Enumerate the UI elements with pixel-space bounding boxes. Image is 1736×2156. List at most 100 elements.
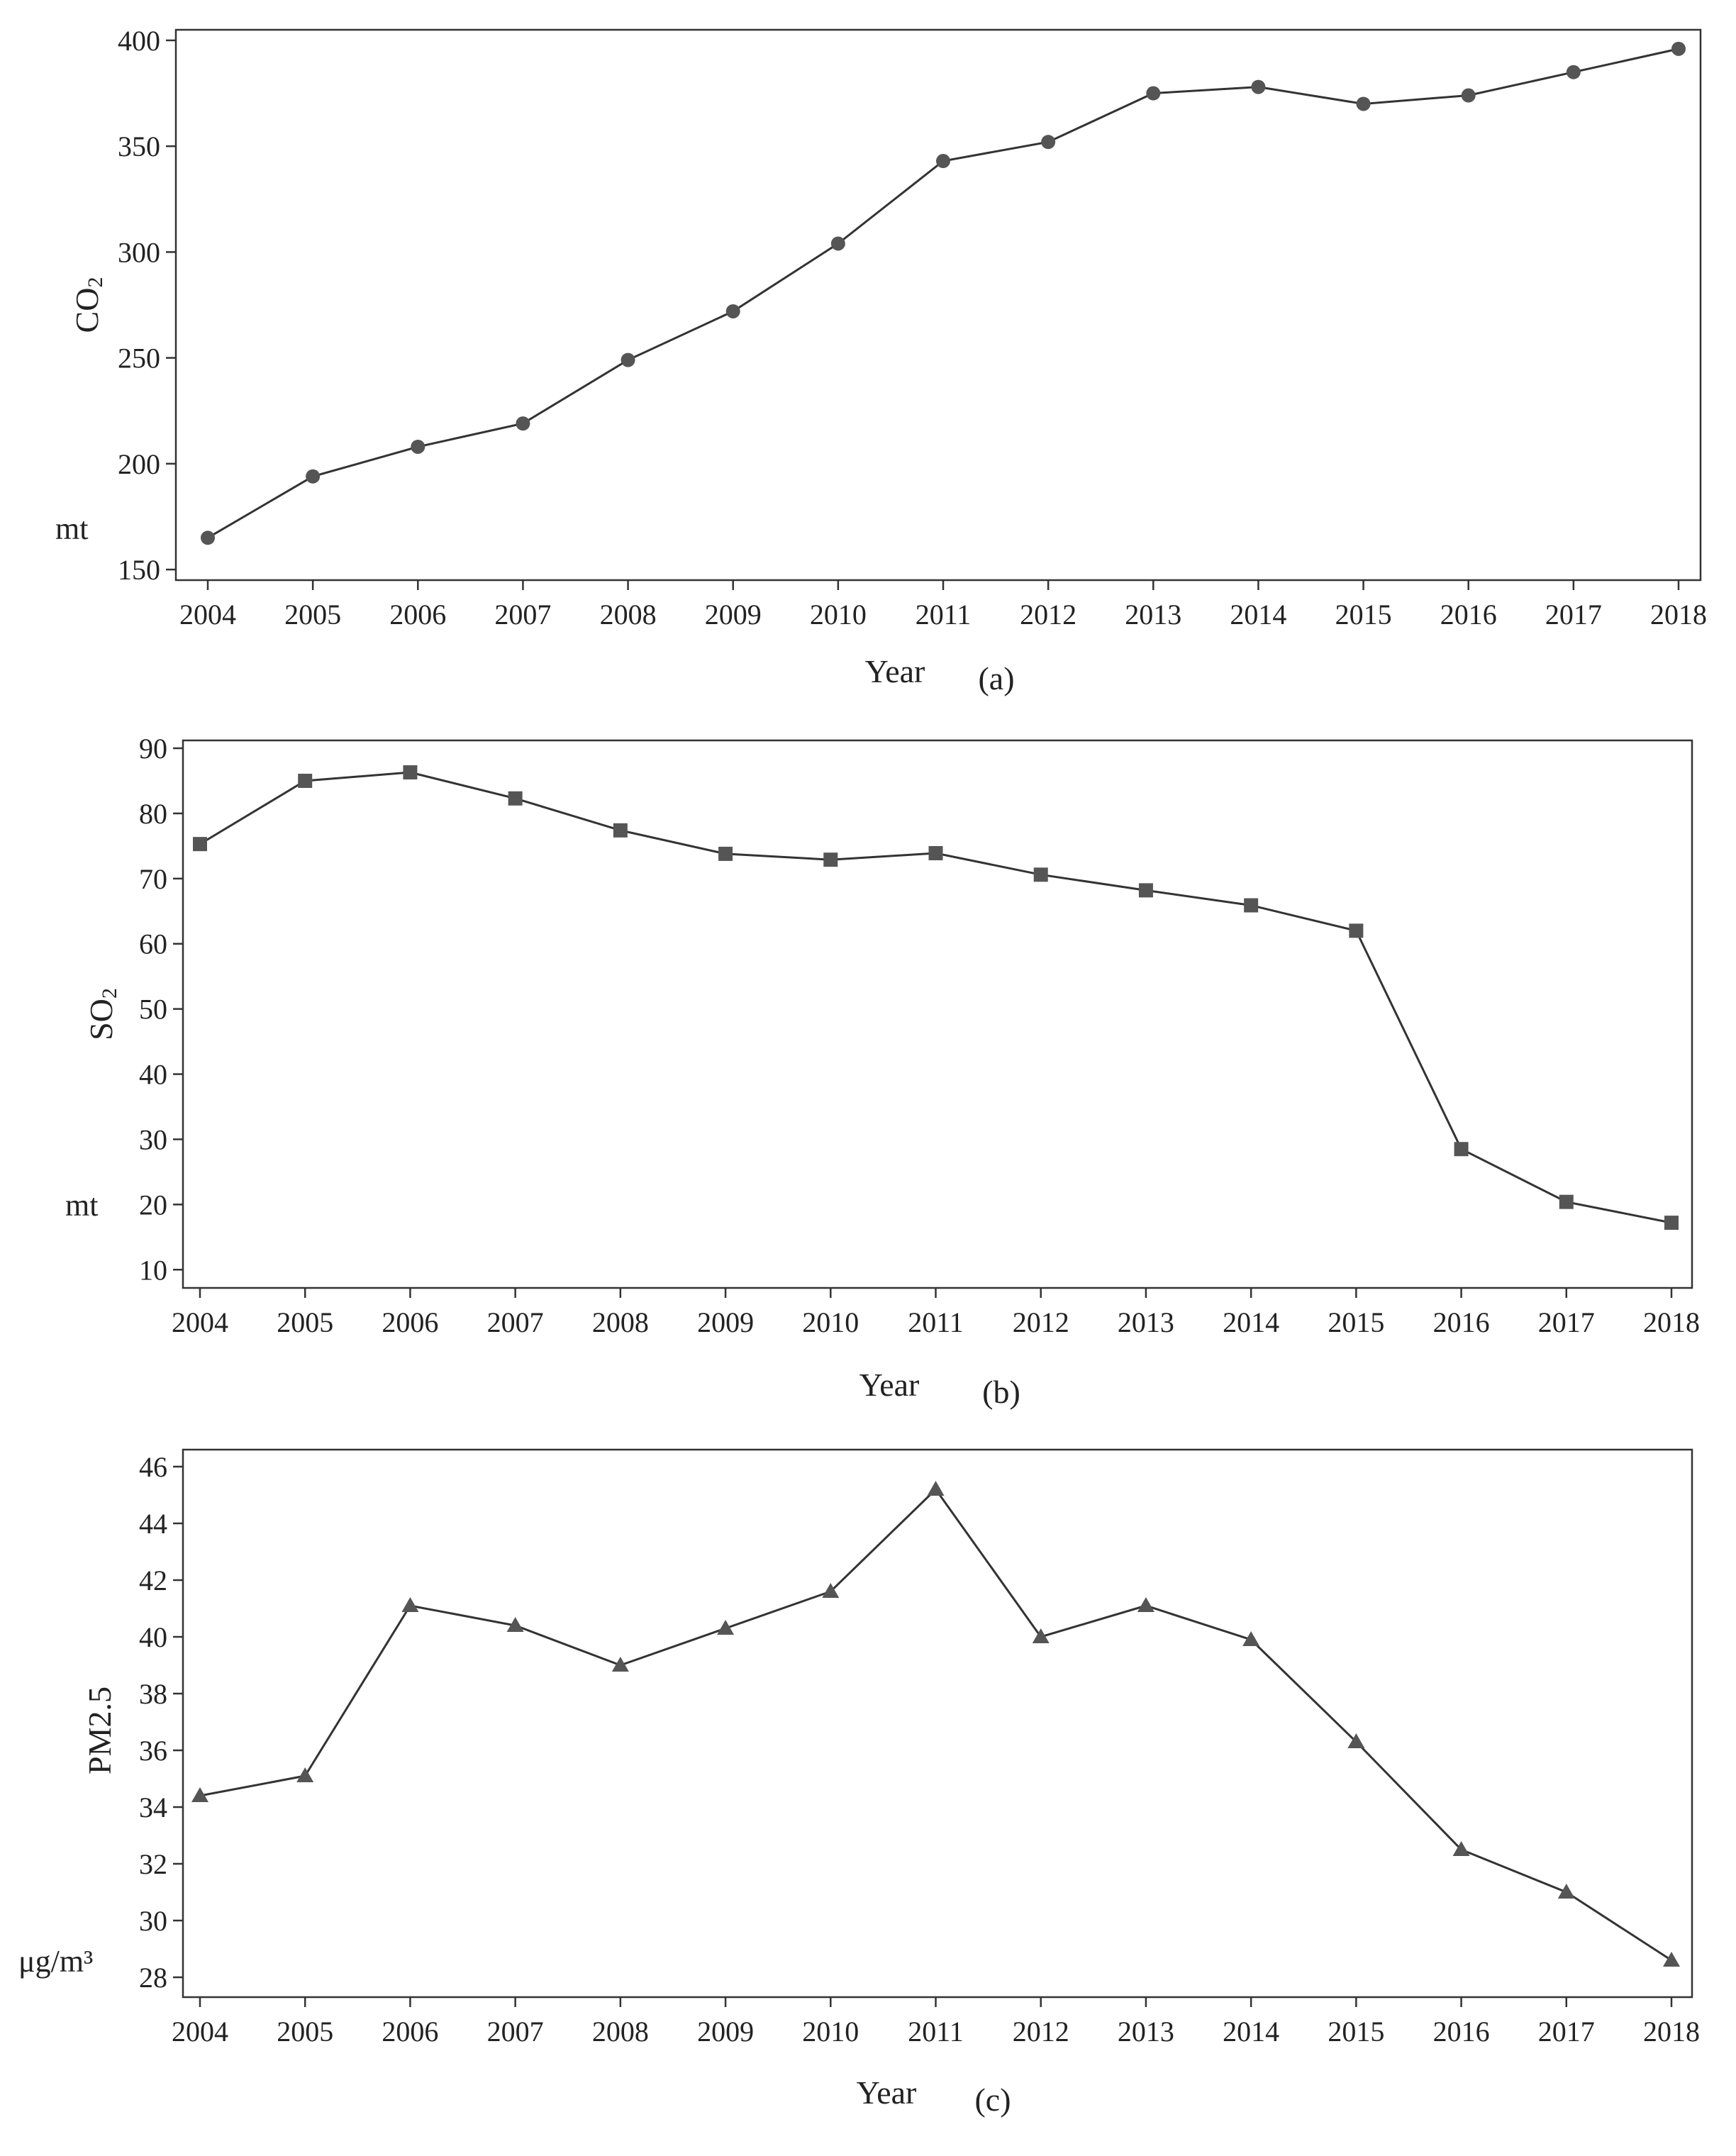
y-tick-label: 34 [139,1791,167,1823]
x-tick-label: 2009 [697,2016,754,2047]
x-tick-label: 2009 [697,1306,754,1338]
plot-frame [174,28,1702,582]
data-point-marker [1242,1631,1260,1646]
y-tick-label: 50 [139,994,167,1026]
data-point-marker [1033,867,1048,882]
x-tick-label: 2005 [277,1306,333,1338]
y-axis-title: CO2 [69,277,107,333]
data-point-marker [1349,923,1364,938]
x-tick-label: 2018 [1643,2016,1700,2047]
x-tick-label: 2015 [1328,1306,1384,1338]
y-tick-label: 300 [118,236,160,268]
data-point-marker [1566,65,1581,79]
series-line-so2 [199,771,1672,1224]
data-point-marker [1557,1884,1575,1899]
data-point-marker [516,416,530,431]
x-tick-label: 2006 [389,599,446,630]
panel-label: (b) [982,1374,1020,1410]
data-point-marker [936,154,950,169]
data-point-marker [298,773,313,788]
x-tick-label: 2016 [1433,2016,1490,2047]
y-tick-label: 28 [139,1962,167,1994]
panel-label: (a) [978,660,1014,696]
x-tick-label: 2013 [1118,1306,1174,1338]
series-line-co2 [207,48,1679,539]
data-point-marker [1356,96,1371,111]
y-tick-label: 30 [139,1123,167,1155]
x-tick-label: 2008 [592,1306,649,1338]
tick-group: 150 200 250 300 350 400 2004 2005 2006 2007 2008 20… [118,25,1707,630]
y-tick-label: 350 [118,130,160,162]
x-tick-label: 2010 [802,2016,859,2047]
data-point-marker [1671,41,1686,56]
data-point-marker [201,530,215,545]
tick-group: 10 20 30 40 50 60 70 80 90 2004 2005 2006 2007 2008 20… [139,733,1700,1338]
data-point-marker [1452,1841,1470,1856]
panel-a-co2: 150 200 250 300 350 400 2004 2005 2006 2007 2008 20… [55,25,1707,696]
y-axis-unit: μg/m³ [18,1944,93,1979]
data-point-marker [717,1620,735,1635]
x-tick-label: 2006 [382,1306,438,1338]
marker-group [201,41,1686,545]
y-tick-label: 42 [139,1565,167,1596]
marker-group [193,765,1679,1230]
data-point-marker [1664,1216,1679,1230]
x-tick-label: 2018 [1643,1306,1700,1338]
data-point-marker [621,352,635,367]
x-tick-label: 2009 [705,599,762,630]
y-axis-unit: mt [65,1188,98,1223]
y-tick-label: 40 [139,1059,167,1091]
data-point-marker [830,236,845,251]
data-point-marker [506,1617,524,1632]
x-tick-label: 2017 [1538,1306,1595,1338]
x-tick-label: 2007 [494,599,551,630]
x-tick-label: 2011 [916,599,972,630]
data-point-marker [1244,898,1259,913]
x-tick-label: 2012 [1013,1306,1069,1338]
data-point-marker [1041,135,1056,150]
y-tick-label: 36 [139,1735,167,1767]
x-tick-label: 2013 [1125,599,1181,630]
x-tick-label: 2013 [1118,2016,1174,2047]
data-point-marker [401,1597,419,1612]
y-tick-label: 400 [118,25,160,57]
data-point-marker [725,304,740,318]
data-point-marker [1663,1952,1680,1967]
data-point-marker [306,469,321,484]
x-tick-label: 2006 [382,2016,438,2047]
y-tick-label: 60 [139,928,167,960]
x-tick-label: 2014 [1230,599,1286,630]
data-point-marker [508,791,523,806]
y-axis-title: PM2.5 [82,1687,118,1774]
x-tick-label: 2007 [487,1306,544,1338]
x-tick-label: 2011 [908,1306,964,1338]
x-tick-label: 2015 [1328,2016,1384,2047]
x-tick-label: 2004 [179,599,236,630]
data-point-marker [1032,1628,1050,1643]
y-tick-label: 200 [118,448,160,480]
x-axis-title: Year [865,653,925,689]
x-axis-title: Year [857,2074,917,2111]
y-tick-label: 38 [139,1678,167,1710]
x-tick-label: 2007 [487,2016,544,2047]
x-tick-label: 2014 [1223,2016,1279,2047]
data-point-marker [193,837,207,852]
data-point-marker [411,439,425,454]
x-tick-label: 2018 [1650,599,1707,630]
data-point-marker [1454,1142,1469,1157]
x-tick-label: 2011 [908,2016,964,2047]
data-point-marker [927,1481,945,1496]
y-tick-label: 32 [139,1848,167,1880]
x-tick-label: 2004 [172,1306,228,1338]
x-tick-label: 2016 [1440,599,1497,630]
x-axis-title: Year [859,1367,920,1403]
y-axis-unit: mt [55,511,88,546]
data-point-marker [1137,1597,1154,1612]
data-point-marker [1559,1194,1574,1209]
plot-frame [182,1448,1693,1999]
y-tick-label: 30 [139,1905,167,1937]
x-tick-label: 2017 [1545,599,1602,630]
x-tick-label: 2005 [277,2016,333,2047]
x-tick-label: 2010 [802,1306,859,1338]
